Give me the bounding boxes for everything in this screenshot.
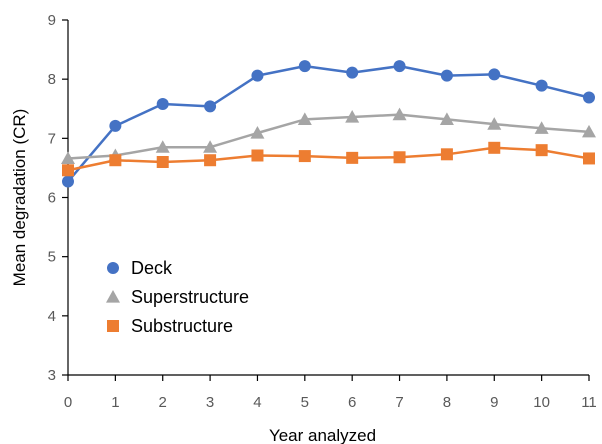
x-tick-label: 4 — [253, 394, 261, 411]
x-axis: 0 1 2 3 4 5 6 7 8 9 10 11 — [64, 375, 597, 411]
legend-label: Deck — [131, 258, 173, 278]
legend-label: Superstructure — [131, 287, 249, 307]
y-tick-label: 3 — [48, 367, 56, 384]
x-tick-label: 0 — [64, 394, 72, 411]
y-tick-label: 8 — [48, 71, 56, 88]
superstructure-point — [250, 126, 265, 139]
x-tick-label: 10 — [533, 394, 550, 411]
legend-item-substructure: Substructure — [107, 316, 233, 336]
deck-point — [535, 79, 548, 92]
superstructure-point — [582, 124, 596, 138]
legend-item-superstructure: Superstructure — [106, 287, 249, 307]
superstructure-point — [534, 121, 549, 134]
superstructure-point — [439, 112, 454, 125]
y-tick-label: 4 — [48, 308, 56, 325]
legend-marker-deck — [107, 262, 119, 274]
superstructure-point — [155, 140, 170, 153]
substructure-point — [109, 154, 122, 167]
substructure-point — [346, 151, 359, 164]
y-tick-label: 6 — [48, 190, 56, 207]
deck-point — [204, 100, 217, 113]
x-tick-label: 2 — [159, 394, 167, 411]
y-axis: 3 4 5 6 7 8 9 — [48, 12, 68, 384]
series-deck — [62, 60, 595, 188]
superstructure-point — [487, 117, 502, 130]
substructure-line — [67, 146, 590, 172]
x-tick-label: 8 — [443, 394, 451, 411]
y-axis-title: Mean degradation (CR) — [10, 109, 29, 287]
deck-point — [156, 98, 169, 111]
superstructure-line — [67, 113, 590, 160]
x-tick-label: 3 — [206, 394, 214, 411]
substructure-point — [393, 151, 406, 164]
x-tick-label: 7 — [395, 394, 403, 411]
y-tick-label: 5 — [48, 249, 56, 266]
deck-point — [440, 69, 453, 82]
substructure-point — [62, 164, 74, 177]
deck-point — [346, 66, 359, 79]
legend: Deck Superstructure Substructure — [106, 258, 249, 336]
deck-point — [583, 91, 595, 104]
x-tick-label: 5 — [301, 394, 309, 411]
substructure-point — [583, 152, 595, 165]
deck-line — [67, 64, 590, 183]
substructure-point — [535, 144, 548, 157]
superstructure-point — [203, 140, 218, 153]
superstructure-point — [297, 112, 312, 125]
series-superstructure — [61, 107, 596, 165]
legend-marker-substructure — [107, 320, 119, 332]
legend-item-deck: Deck — [107, 258, 173, 278]
x-tick-label: 9 — [490, 394, 498, 411]
y-tick-label: 7 — [48, 130, 56, 147]
deck-point — [298, 60, 311, 73]
substructure-point — [251, 149, 264, 162]
y-tick-label: 9 — [48, 12, 56, 29]
legend-label: Substructure — [131, 316, 233, 336]
deck-point — [251, 69, 264, 82]
deck-point — [488, 68, 501, 81]
series-layer — [61, 60, 596, 188]
substructure-point — [298, 150, 311, 163]
series-substructure — [62, 141, 595, 177]
x-axis-title: Year analyzed — [269, 426, 376, 444]
superstructure-point — [345, 110, 360, 123]
substructure-point — [204, 154, 217, 167]
x-tick-label: 6 — [348, 394, 356, 411]
superstructure-point — [392, 107, 407, 121]
substructure-point — [156, 156, 169, 168]
substructure-point — [440, 148, 453, 161]
deck-point — [393, 60, 406, 73]
legend-marker-superstructure — [106, 290, 120, 303]
x-tick-label: 1 — [111, 394, 119, 411]
deck-point — [109, 119, 122, 132]
x-tick-label: 11 — [581, 394, 597, 411]
deck-point — [62, 175, 74, 188]
superstructure-point — [61, 151, 75, 165]
substructure-point — [488, 141, 501, 154]
